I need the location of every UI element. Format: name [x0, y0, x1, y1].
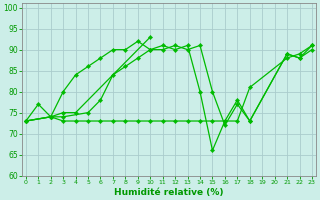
X-axis label: Humidité relative (%): Humidité relative (%)	[114, 188, 224, 197]
